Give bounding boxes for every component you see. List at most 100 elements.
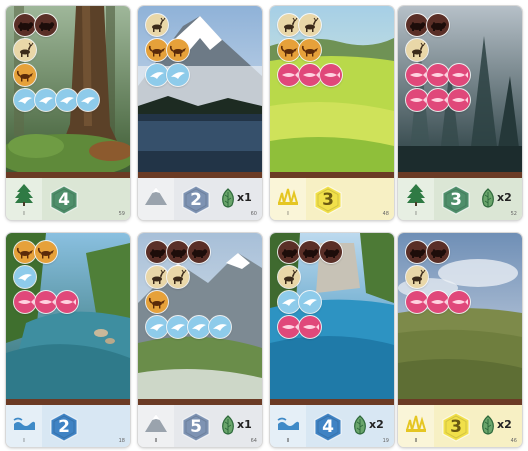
wildlife-card-2[interactable]: 2 x1 60 xyxy=(138,6,262,220)
elk-token-icon xyxy=(406,39,428,61)
fox-token-icon xyxy=(14,64,36,86)
fox-token-icon xyxy=(146,39,168,61)
salmon-token-icon xyxy=(56,291,78,313)
forest-habitat-icon: I xyxy=(6,178,42,220)
elk-token-icon xyxy=(406,266,428,288)
salmon-token-icon xyxy=(448,291,470,313)
wildlife-card-8[interactable]: II 3 x2 46 xyxy=(398,233,522,447)
card-number: 48 xyxy=(383,211,389,217)
salmon-token-icon xyxy=(320,64,342,86)
forest-habitat-icon: I xyxy=(398,178,434,220)
elk-token-icon xyxy=(167,266,189,288)
bear-token-icon xyxy=(427,14,449,36)
bear-token-icon xyxy=(188,241,210,263)
card-number: 19 xyxy=(383,438,389,444)
bear-token-icon xyxy=(406,241,428,263)
bonus-multiplier: x1 xyxy=(237,418,252,431)
hawk-token-icon xyxy=(77,89,99,111)
score-hex-icon: 4 xyxy=(49,185,79,215)
score-value: 5 xyxy=(181,412,211,442)
bear-token-icon xyxy=(299,241,321,263)
hawk-token-icon xyxy=(167,316,189,338)
habitat-level: I xyxy=(6,211,42,217)
fox-token-icon xyxy=(278,39,300,61)
score-value: 3 xyxy=(313,185,343,215)
bear-token-icon xyxy=(406,14,428,36)
bonus-multiplier: x2 xyxy=(369,418,384,431)
wildlife-card-1[interactable]: I 4 59 xyxy=(6,6,130,220)
hawk-token-icon xyxy=(188,316,210,338)
score-hex-icon: 3 xyxy=(441,412,471,442)
salmon-token-icon xyxy=(299,316,321,338)
score-hex-icon: 3 xyxy=(441,185,471,215)
card-number: 18 xyxy=(119,438,125,444)
salmon-token-icon xyxy=(427,64,449,86)
bear-token-icon xyxy=(167,241,189,263)
bear-token-icon xyxy=(35,14,57,36)
bear-token-icon xyxy=(146,241,168,263)
hawk-token-icon xyxy=(299,291,321,313)
bonus-indicator: x1 xyxy=(220,413,260,439)
wildlife-card-6[interactable]: II 5 x1 64 xyxy=(138,233,262,447)
card-number: 60 xyxy=(251,211,257,217)
salmon-token-icon xyxy=(14,291,36,313)
hawk-token-icon xyxy=(14,266,36,288)
hawk-token-icon xyxy=(167,64,189,86)
bear-token-icon xyxy=(14,14,36,36)
score-value: 4 xyxy=(49,185,79,215)
bear-token-icon xyxy=(278,241,300,263)
card-number: 59 xyxy=(119,211,125,217)
elk-token-icon xyxy=(146,14,168,36)
fox-token-icon xyxy=(14,241,36,263)
bonus-indicator: x2 xyxy=(480,413,520,439)
wildlife-card-3[interactable]: I 3 48 xyxy=(270,6,394,220)
leaf-icon xyxy=(480,188,496,210)
score-value: 2 xyxy=(49,412,79,442)
score-value: 3 xyxy=(441,412,471,442)
leaf-icon xyxy=(220,188,236,210)
salmon-token-icon xyxy=(35,291,57,313)
score-hex-icon: 3 xyxy=(313,185,343,215)
habitat-level: I xyxy=(398,211,434,217)
hawk-token-icon xyxy=(146,316,168,338)
wildlife-card-5[interactable]: I 2 18 xyxy=(6,233,130,447)
habitat-level: II xyxy=(138,438,174,444)
prairie-habitat-icon: I xyxy=(270,178,306,220)
card-number: 64 xyxy=(251,438,257,444)
river-habitat-icon: II xyxy=(270,405,306,447)
elk-token-icon xyxy=(14,39,36,61)
wildlife-card-4[interactable]: I 3 x2 52 xyxy=(398,6,522,220)
elk-token-icon xyxy=(278,14,300,36)
river-habitat-icon: I xyxy=(6,405,42,447)
hawk-token-icon xyxy=(209,316,231,338)
fox-token-icon xyxy=(35,241,57,263)
score-value: 3 xyxy=(441,185,471,215)
card-footer: II 3 x2 46 xyxy=(398,405,522,447)
salmon-token-icon xyxy=(406,291,428,313)
mountain-habitat-icon xyxy=(138,178,174,220)
hawk-token-icon xyxy=(14,89,36,111)
habitat-level: I xyxy=(6,438,42,444)
card-footer: II 4 x2 19 xyxy=(270,405,394,447)
fox-token-icon xyxy=(299,39,321,61)
fox-token-icon xyxy=(167,39,189,61)
score-value: 4 xyxy=(313,412,343,442)
wildlife-card-7[interactable]: II 4 x2 19 xyxy=(270,233,394,447)
mountain-habitat-icon: II xyxy=(138,405,174,447)
card-number: 46 xyxy=(511,438,517,444)
card-footer: II 5 x1 64 xyxy=(138,405,262,447)
salmon-token-icon xyxy=(278,316,300,338)
salmon-token-icon xyxy=(427,89,449,111)
bonus-indicator: x1 xyxy=(220,186,260,212)
bonus-multiplier: x2 xyxy=(497,418,512,431)
salmon-token-icon xyxy=(406,64,428,86)
card-footer: I 2 18 xyxy=(6,405,130,447)
salmon-token-icon xyxy=(448,64,470,86)
card-footer: I 3 48 xyxy=(270,178,394,220)
salmon-token-icon xyxy=(406,89,428,111)
fox-token-icon xyxy=(146,291,168,313)
card-number: 52 xyxy=(511,211,517,217)
bonus-indicator: x2 xyxy=(352,413,392,439)
salmon-token-icon xyxy=(299,64,321,86)
hawk-token-icon xyxy=(35,89,57,111)
